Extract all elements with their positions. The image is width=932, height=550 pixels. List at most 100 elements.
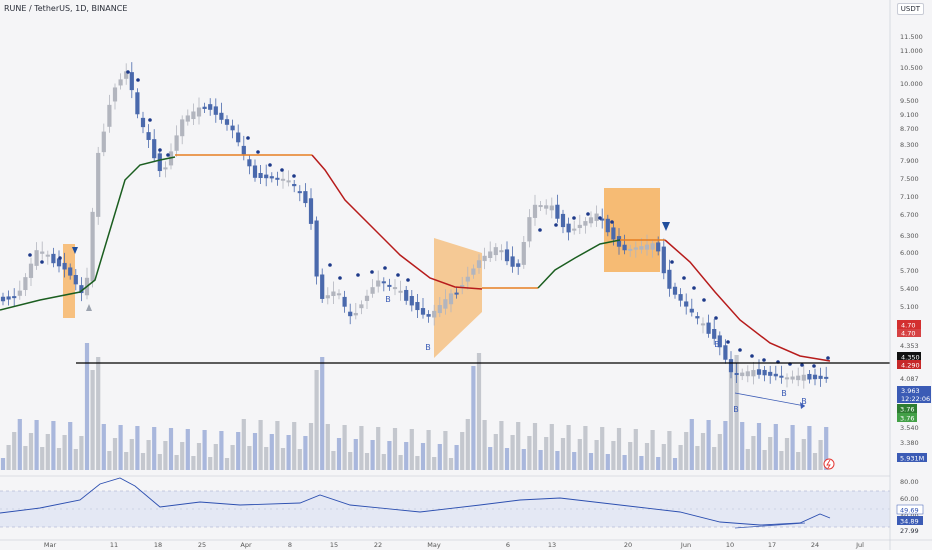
candle-body: [824, 376, 829, 379]
candle-body: [140, 117, 146, 128]
signal-dot: [826, 356, 830, 360]
volume-bar: [717, 434, 722, 470]
price-tick: 7.900: [900, 157, 919, 165]
badge-b: 4.70: [901, 330, 915, 338]
volume-bar: [191, 456, 196, 470]
price-tick: 4.087: [900, 375, 919, 383]
volume-bar: [432, 457, 437, 470]
volume-bar: [807, 426, 812, 470]
volume-bar: [140, 453, 146, 470]
candle-body: [460, 284, 465, 289]
rsi-badge-3: 27.99: [900, 527, 919, 535]
volume-bar: [689, 419, 694, 470]
date-tick: May: [427, 541, 441, 549]
signal-dot: [726, 340, 730, 344]
candle-body: [280, 178, 286, 181]
volume-bar: [779, 451, 784, 470]
date-tick: 22: [374, 541, 382, 549]
candle-body: [812, 374, 818, 380]
signal-dot: [586, 212, 590, 216]
volume-bar: [40, 447, 45, 470]
volume-bar: [549, 424, 554, 470]
volume-bar: [745, 449, 750, 470]
volume-bar: [174, 455, 179, 470]
price-tick: 10.000: [900, 80, 923, 88]
volume-bar: [723, 421, 728, 470]
volume-bar: [342, 425, 347, 470]
volume-bar: [297, 449, 302, 470]
candle-body: [689, 308, 694, 313]
price-tick: 11.000: [900, 47, 923, 55]
volume-bar: [269, 434, 274, 470]
volume-bar: [359, 426, 364, 470]
candle-body: [264, 174, 269, 179]
volume-bar: [700, 433, 706, 470]
volume-bar: [264, 447, 269, 470]
date-tick: 6: [506, 541, 510, 549]
date-axis: Mar 11 18 25 Apr 8 15 22 May 6 13 20 Jun 10 17 24 Jul: [44, 541, 864, 549]
price-tick: 3.380: [900, 439, 919, 447]
volume-bar: [499, 421, 504, 470]
price-tick: 7.100: [900, 193, 919, 201]
volume-bar: [17, 419, 22, 470]
candle-body: [762, 369, 767, 376]
signal-dot: [148, 118, 152, 122]
candle-body: [745, 371, 750, 377]
volume-bar: [566, 425, 571, 470]
date-tick: 13: [548, 541, 556, 549]
candle-body: [583, 221, 588, 226]
signal-dot: [750, 354, 754, 358]
candle-body: [34, 250, 39, 266]
candle-body: [174, 135, 179, 151]
candle-body: [784, 377, 790, 380]
volume-bar: [510, 435, 515, 470]
candle-body: [68, 267, 73, 276]
candle-body: [488, 251, 493, 258]
candle-body: [387, 284, 392, 287]
currency-label[interactable]: USDT: [896, 3, 924, 15]
volume-bar: [784, 438, 790, 470]
candle-body: [644, 244, 650, 250]
price-tick: 8.300: [900, 141, 919, 149]
candle-body: [796, 375, 801, 381]
signal-dot: [328, 263, 332, 267]
candle-body: [650, 243, 655, 250]
signal-dot: [126, 70, 130, 74]
candle-body: [818, 375, 823, 379]
date-tick: 17: [768, 541, 776, 549]
ma-red-1: [311, 154, 483, 290]
candle-body: [426, 314, 431, 317]
volume-bar: [129, 439, 134, 470]
candle-body: [118, 79, 123, 86]
volume-bar: [633, 429, 638, 470]
signal-dot: [280, 168, 284, 172]
signal-dot: [370, 270, 374, 274]
sell-triangle-marker-jun: [662, 222, 670, 231]
candle-body: [0, 296, 6, 302]
signal-dot: [738, 348, 742, 352]
candle-body: [152, 139, 157, 159]
candle-body: [269, 176, 274, 179]
candle-body: [493, 247, 498, 256]
volume-bar: [532, 423, 538, 470]
badge-c: 4.290: [901, 362, 920, 370]
candle-body: [342, 296, 347, 307]
signal-dot: [554, 223, 558, 227]
candle-body: [196, 107, 202, 117]
candle-body: [706, 322, 711, 334]
candle-body: [96, 152, 101, 217]
candle-body: [157, 153, 162, 172]
candle-body: [409, 296, 414, 306]
candle-body: [695, 316, 700, 319]
candle-body: [756, 369, 762, 375]
volume-bar: [336, 438, 342, 470]
symbol-title: RUNE / TetherUS, 1D, BINANCE: [4, 4, 128, 13]
volume-bar: [448, 458, 454, 470]
price-tick: 6.300: [900, 232, 919, 240]
volume-bar: [796, 452, 801, 470]
volume-bar: [600, 427, 605, 470]
volume-bar: [818, 440, 823, 470]
candle-body: [504, 249, 510, 262]
volume-bar: [521, 449, 526, 470]
